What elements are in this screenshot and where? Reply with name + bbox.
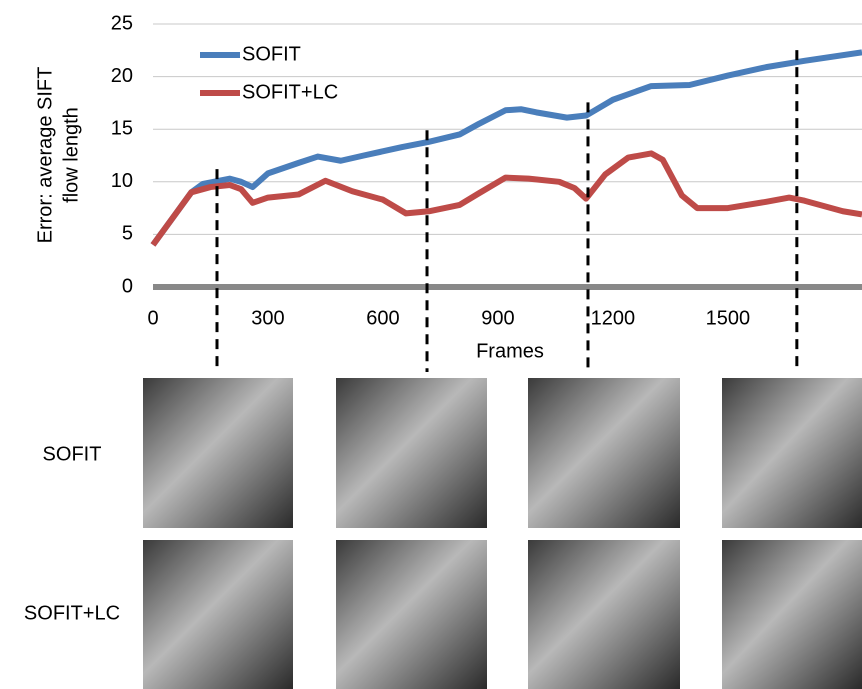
- x-tick-label: 0: [147, 307, 158, 329]
- y-tick-label: 25: [111, 12, 133, 34]
- y-axis-label: Error: average SIFT: [34, 67, 56, 244]
- row-label: SOFIT: [43, 443, 102, 465]
- series-line: [150, 49, 862, 247]
- y-tick-label: 15: [111, 117, 133, 139]
- row-label: SOFIT+LC: [24, 602, 120, 624]
- y-tick-label: 0: [122, 275, 133, 297]
- x-axis-label: Frames: [476, 340, 544, 362]
- face-image: [336, 540, 487, 689]
- y-tick-label: 10: [111, 170, 133, 192]
- face-image: [722, 378, 862, 528]
- legend-label: SOFIT: [242, 43, 301, 65]
- face-image: [528, 378, 680, 528]
- y-axis-label: flow length: [60, 107, 82, 203]
- x-tick-label: 1200: [591, 307, 636, 329]
- series-line: [150, 150, 862, 247]
- face-image: [528, 540, 680, 689]
- x-tick-label: 600: [366, 307, 399, 329]
- legend-label: SOFIT+LC: [242, 81, 338, 103]
- x-tick-label: 900: [481, 307, 514, 329]
- x-tick-label: 1500: [706, 307, 751, 329]
- face-image: [143, 540, 293, 689]
- x-tick-label: 300: [251, 307, 284, 329]
- y-tick-label: 5: [122, 223, 133, 245]
- y-tick-label: 20: [111, 65, 133, 87]
- face-image: [143, 378, 293, 528]
- face-image: [336, 378, 487, 528]
- face-images: [143, 378, 862, 689]
- face-image: [722, 540, 862, 689]
